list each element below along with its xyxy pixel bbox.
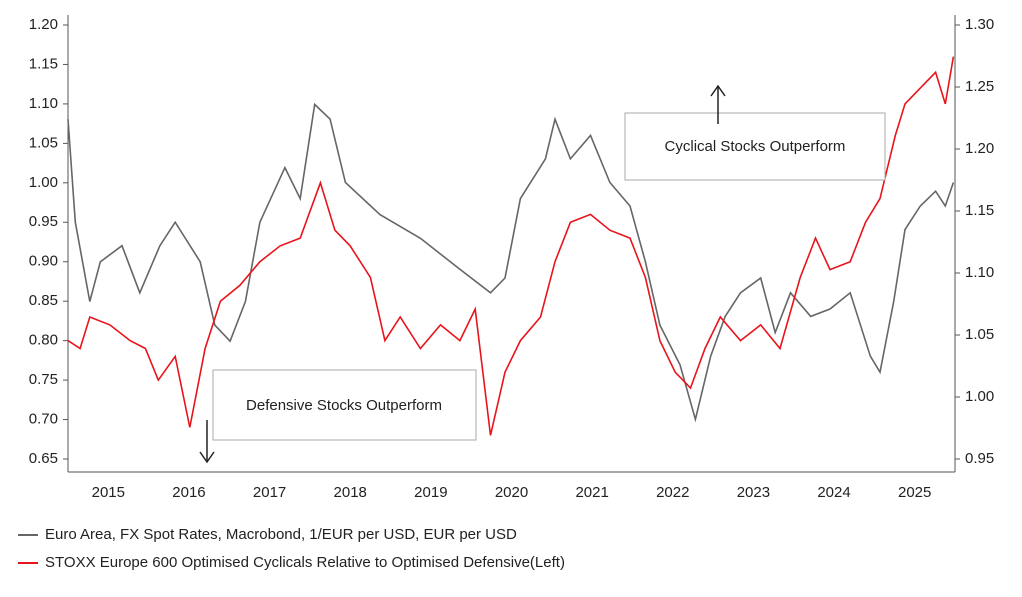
y-tick-label: 0.90	[29, 253, 58, 270]
y-tick-label: 0.70	[29, 411, 58, 428]
y2-tick-label: 1.00	[965, 388, 994, 405]
x-tick-label: 2015	[92, 484, 125, 501]
x-tick-label: 2018	[334, 484, 367, 501]
y2-tick-label: 1.25	[965, 78, 994, 95]
y2-tick-label: 1.20	[965, 140, 994, 157]
x-tick-label: 2024	[817, 484, 850, 501]
series-line	[67, 102, 955, 423]
legend-label: Euro Area, FX Spot Rates, Macrobond, 1/E…	[45, 526, 517, 543]
y-tick-label: 1.15	[29, 55, 58, 72]
x-tick-label: 2017	[253, 484, 286, 501]
y-tick-label: 1.00	[29, 174, 58, 191]
y2-tick-label: 1.30	[965, 16, 994, 33]
x-tick-label: 2022	[656, 484, 689, 501]
arrow-head	[710, 84, 726, 97]
y-tick-label: 0.65	[29, 450, 58, 467]
x-tick-label: 2019	[414, 484, 447, 501]
x-tick-label: 2016	[172, 484, 205, 501]
y-tick-label: 0.75	[29, 371, 58, 388]
annotation: Defensive Stocks Outperform	[246, 397, 442, 414]
y-tick-label: 1.20	[29, 16, 58, 33]
y2-tick-label: 1.15	[965, 202, 994, 219]
x-tick-label: 2023	[737, 484, 770, 501]
x-tick-label: 2020	[495, 484, 528, 501]
y-tick-label: 0.85	[29, 292, 58, 309]
y-tick-label: 0.80	[29, 332, 58, 349]
legend-label: STOXX Europe 600 Optimised Cyclicals Rel…	[45, 554, 565, 571]
series-line	[67, 56, 955, 436]
y2-tick-label: 0.95	[965, 450, 994, 467]
arrow-head	[199, 451, 215, 464]
y2-tick-label: 1.10	[965, 264, 994, 281]
annotation-box	[212, 369, 477, 441]
x-tick-label: 2021	[575, 484, 608, 501]
annotation: Cyclical Stocks Outperform	[665, 138, 846, 155]
x-tick-label: 2025	[898, 484, 931, 501]
annotation-box	[624, 112, 886, 181]
y-tick-label: 0.95	[29, 213, 58, 230]
y2-tick-label: 1.05	[965, 326, 994, 343]
y-tick-label: 1.10	[29, 95, 58, 112]
y-tick-label: 1.05	[29, 134, 58, 151]
